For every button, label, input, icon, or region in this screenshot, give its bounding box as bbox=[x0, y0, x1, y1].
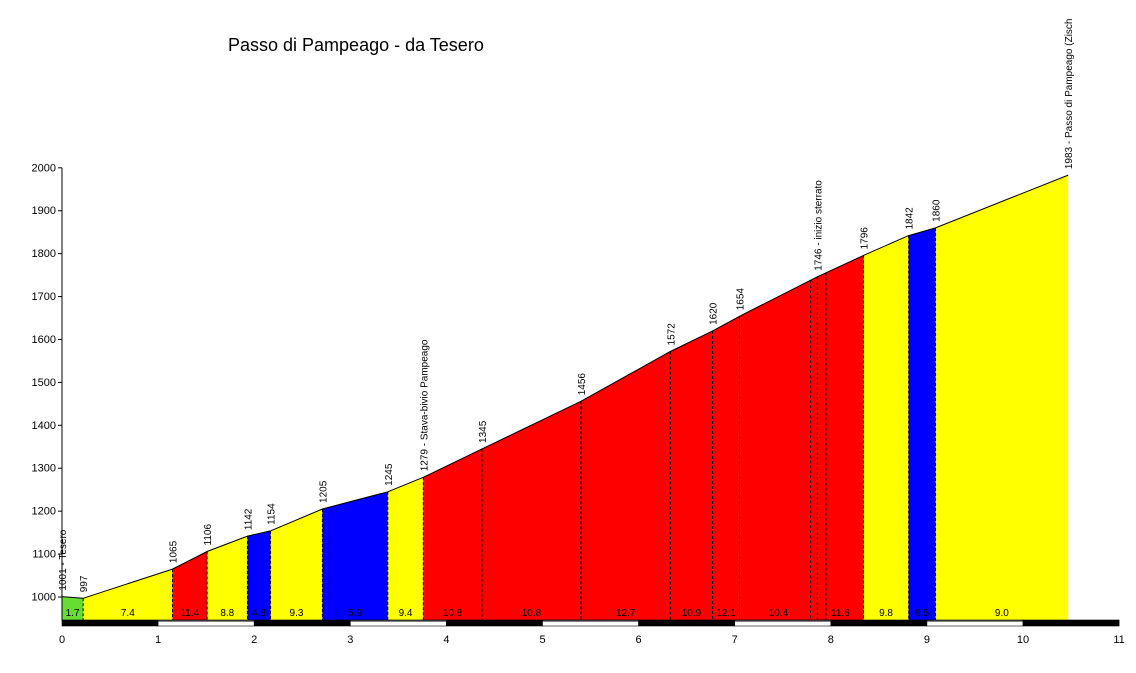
y-tick-label-1600: 1600 bbox=[32, 334, 56, 346]
gradient-label-2: 11.4 bbox=[180, 608, 199, 619]
y-tick-label-1500: 1500 bbox=[32, 377, 56, 389]
point-labels: 1001 - Tesero 997 1065 1106 1142 1154 1205 1245… bbox=[58, 18, 1075, 592]
point-label-12: 1620 bbox=[709, 302, 720, 325]
gradient-label-7: 9.4 bbox=[399, 608, 413, 619]
segment-fill-3 bbox=[207, 536, 248, 621]
gradient-label-12: 12.1 bbox=[716, 608, 736, 619]
point-label-6: 1205 bbox=[318, 480, 329, 503]
x-tick-label-5: 5 bbox=[539, 634, 545, 646]
point-label-15: 1796 bbox=[859, 227, 870, 250]
segment-fill-12 bbox=[712, 316, 740, 621]
point-label-2: 1065 bbox=[169, 540, 180, 563]
segment-fill-9 bbox=[482, 401, 581, 621]
gradient-label-8: 10.8 bbox=[443, 608, 463, 619]
point-label-5: 1154 bbox=[267, 503, 278, 525]
gradient-label-13: 10.4 bbox=[769, 608, 789, 619]
gradient-segments bbox=[62, 175, 1069, 621]
segment-fill-4 bbox=[247, 530, 271, 621]
dashed-markers bbox=[82, 227, 937, 621]
segment-fill-2 bbox=[172, 551, 208, 621]
gradient-label-15: 9.8 bbox=[879, 608, 893, 619]
point-label-4: 1142 bbox=[243, 508, 254, 530]
segment-fill-0 bbox=[62, 596, 84, 621]
x-tick-label-11: 11 bbox=[1113, 634, 1124, 646]
x-tick-label-1: 1 bbox=[155, 634, 161, 646]
x-tick-label-10: 10 bbox=[1017, 634, 1029, 646]
x-tick-label-7: 7 bbox=[732, 634, 738, 646]
profile-line bbox=[61, 174, 1069, 599]
point-label-17: 1860 bbox=[931, 199, 942, 222]
y-tick-label-1400: 1400 bbox=[32, 420, 56, 432]
point-label-1: 997 bbox=[79, 575, 90, 592]
segment-fill-11 bbox=[670, 330, 713, 621]
segment-fill-17 bbox=[935, 175, 1069, 621]
segment-fill-14 bbox=[817, 255, 864, 621]
gradient-label-16: 6.5 bbox=[915, 608, 929, 619]
segment-fill-7 bbox=[387, 477, 424, 621]
profile-line-group bbox=[61, 174, 1069, 599]
gradient-label-1: 7.4 bbox=[121, 608, 135, 619]
gradient-label-17: 9.0 bbox=[995, 608, 1009, 619]
gradient-label-0: 1.7 bbox=[66, 608, 80, 619]
y-tick-label-1300: 1300 bbox=[32, 463, 56, 475]
point-label-3: 1106 bbox=[203, 524, 214, 546]
y-tick-label-1100: 1100 bbox=[32, 549, 56, 561]
x-tick-label-3: 3 bbox=[347, 634, 353, 646]
segment-fill-1 bbox=[83, 569, 173, 621]
distance-block-10 bbox=[1022, 619, 1120, 627]
segment-fill-13 bbox=[739, 276, 818, 621]
y-tick-label-1800: 1800 bbox=[32, 248, 56, 260]
point-label-8: 1279 - Stava-bivio Pampeago bbox=[419, 339, 430, 471]
x-tick-label-2: 2 bbox=[251, 634, 257, 646]
gradient-label-11: 10.9 bbox=[682, 608, 702, 619]
point-label-13: 1654 bbox=[736, 288, 747, 311]
segment-fill-8 bbox=[423, 448, 482, 621]
point-label-7: 1245 bbox=[384, 463, 395, 486]
gradient-label-5: 9.3 bbox=[290, 608, 304, 619]
point-label-10: 1456 bbox=[577, 373, 588, 396]
segment-fill-15 bbox=[863, 235, 909, 621]
y-tick-label-1700: 1700 bbox=[32, 291, 56, 303]
x-tick-label-4: 4 bbox=[443, 634, 449, 646]
gradient-label-9: 10.8 bbox=[522, 608, 542, 619]
point-label-14: 1746 - inizio sterrato bbox=[813, 180, 824, 271]
gradient-label-14: 11.6 bbox=[831, 608, 850, 619]
y-tick-label-2000: 2000 bbox=[32, 162, 56, 174]
segment-fill-5 bbox=[270, 509, 323, 621]
point-label-18: 1983 - Passo di Pampeago (Zisch bbox=[1064, 18, 1075, 169]
axes: 1000110012001300140015001600170018001900… bbox=[32, 162, 1125, 646]
point-label-16: 1842 bbox=[905, 207, 916, 230]
chart-title: Passo di Pampeago - da Tesero bbox=[228, 35, 484, 55]
segment-fill-10 bbox=[580, 351, 671, 621]
point-label-11: 1572 bbox=[666, 323, 677, 346]
gradient-label-4: 4.8 bbox=[252, 608, 266, 619]
y-tick-label-1200: 1200 bbox=[32, 506, 56, 518]
gradient-label-3: 8.8 bbox=[220, 608, 234, 619]
distance-bar bbox=[61, 619, 1120, 627]
x-tick-label-9: 9 bbox=[924, 634, 930, 646]
point-label-0: 1001 - Tesero bbox=[58, 529, 69, 590]
y-tick-label-1900: 1900 bbox=[32, 205, 56, 217]
point-label-9: 1345 bbox=[478, 420, 489, 443]
gradient-label-6: 5.9 bbox=[348, 608, 362, 619]
x-tick-label-6: 6 bbox=[636, 634, 642, 646]
segment-fill-6 bbox=[322, 491, 388, 621]
x-tick-label-8: 8 bbox=[828, 634, 834, 646]
gradient-label-10: 12.7 bbox=[616, 608, 636, 619]
y-tick-label-1000: 1000 bbox=[32, 592, 56, 604]
gradient-labels: 1.7 7.4 11.4 8.8 4.8 9.3 5.9 9.4 10.8 10.8 12.7 10.… bbox=[66, 608, 1010, 619]
x-tick-label-0: 0 bbox=[59, 634, 65, 646]
segment-fill-16 bbox=[908, 227, 936, 621]
